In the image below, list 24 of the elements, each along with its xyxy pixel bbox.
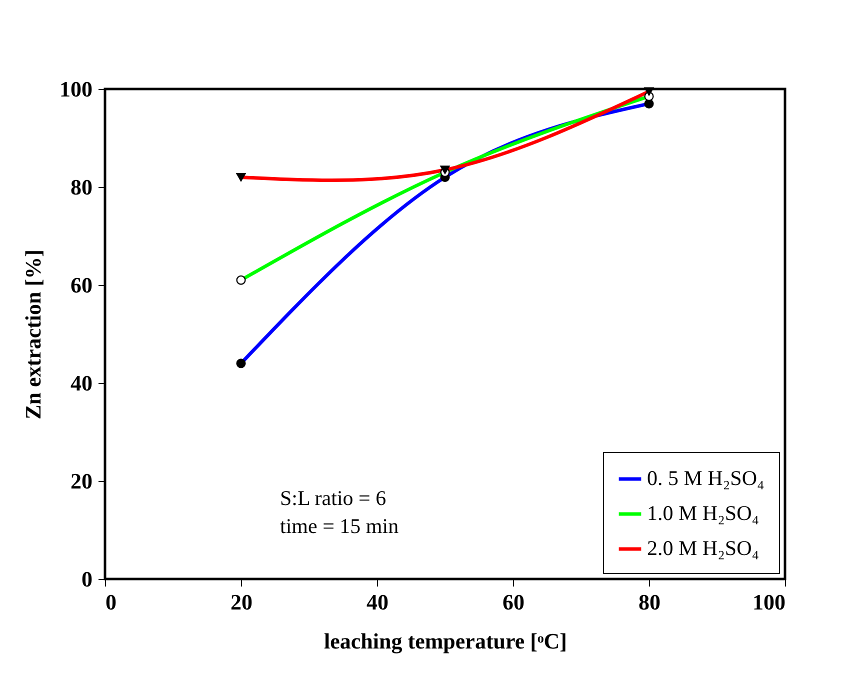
x-tick-label: 20: [230, 590, 252, 614]
y-tick-label: 60: [70, 272, 92, 298]
y-tick-label: 20: [70, 468, 92, 494]
point: [440, 166, 450, 174]
annotation: S:L ratio = 6: [280, 486, 386, 510]
y-tick-label: 0: [82, 566, 92, 592]
x-axis-title: leaching temperature [ᵒC]: [324, 628, 567, 654]
legend-label: 2.0 M H₂SO₄: [647, 536, 760, 560]
y-tick-label: 40: [70, 370, 92, 396]
y-tick-label: 80: [70, 174, 92, 200]
x-tick-label: 60: [502, 590, 524, 614]
point: [236, 358, 246, 368]
y-axis-title: Zn extraction [%]: [20, 250, 46, 420]
x-tick-label: 80: [638, 590, 660, 614]
point: [236, 172, 246, 182]
legend-label: 1.0 M H₂SO₄: [647, 501, 760, 525]
annotation: time = 15 min: [280, 514, 400, 538]
point: [644, 87, 654, 96]
y-tick-label: 100: [60, 76, 92, 102]
x-tick-label: 100: [752, 590, 786, 614]
x-tick-label: 0: [106, 590, 116, 614]
point: [236, 275, 246, 285]
x-tick-label: 40: [366, 590, 388, 614]
legend-label: 0. 5 M H₂SO₄: [647, 466, 764, 490]
